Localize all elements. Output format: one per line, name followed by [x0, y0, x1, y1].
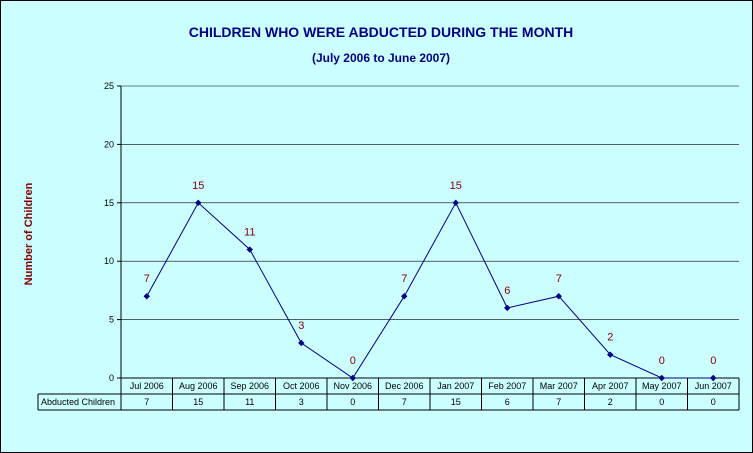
table-value: 7 — [556, 397, 561, 407]
chart-subtitle: (July 2006 to June 2007) — [312, 51, 450, 65]
x-tick-label: Apr 2007 — [592, 381, 629, 391]
data-point — [298, 339, 305, 347]
x-tick-label: Aug 2006 — [179, 381, 218, 391]
series-abducted-children — [143, 199, 717, 382]
data-point — [349, 374, 356, 382]
data-point — [143, 293, 150, 300]
x-tick-label: Sep 2006 — [230, 381, 269, 391]
data-label: 7 — [401, 273, 407, 285]
data-label: 6 — [504, 285, 510, 297]
data-point — [246, 246, 253, 253]
data-point — [658, 374, 665, 382]
grid-lines — [121, 85, 739, 320]
data-point — [452, 199, 459, 206]
y-tick-label: 5 — [109, 315, 114, 325]
y-tick-label: 10 — [104, 256, 114, 266]
table-value: 0 — [711, 397, 716, 407]
axes — [117, 85, 739, 379]
table-value: 3 — [299, 397, 304, 407]
data-label: 7 — [144, 273, 150, 285]
table-value: 6 — [505, 397, 510, 407]
x-tick-label: May 2007 — [642, 381, 682, 391]
data-label: 2 — [607, 332, 613, 344]
table-value: 0 — [659, 397, 664, 407]
data-label: 15 — [192, 180, 204, 192]
table-value: 7 — [144, 397, 149, 407]
data-label: 3 — [298, 320, 304, 332]
x-tick-label: Jun 2007 — [695, 381, 732, 391]
y-tick-label: 20 — [104, 139, 114, 149]
y-tick-label: 25 — [104, 81, 114, 91]
table-value: 15 — [193, 397, 203, 407]
table-value: 2 — [608, 397, 613, 407]
series-line — [146, 201, 714, 379]
data-label: 7 — [556, 273, 562, 285]
data-point — [555, 293, 562, 300]
data-label: 0 — [350, 355, 356, 367]
x-tick-label: Nov 2006 — [333, 381, 372, 391]
x-tick-label: Dec 2006 — [385, 381, 424, 391]
y-axis-label: Number of Children — [23, 182, 35, 285]
x-tick-label: Jan 2007 — [437, 381, 474, 391]
x-tick-label: Jul 2006 — [130, 381, 164, 391]
data-table: Jul 2006 7 Aug 2006 15 Sep 2006 11 Oct 2006 3 No… — [37, 378, 740, 411]
data-label: 15 — [450, 180, 462, 192]
data-point — [710, 374, 717, 382]
table-value: 7 — [402, 397, 407, 407]
y-tick-label: 0 — [109, 373, 114, 383]
data-labels: 7 15 11 3 0 7 15 6 7 2 0 0 — [144, 180, 717, 367]
data-label: 11 — [244, 227, 255, 239]
table-value: 15 — [451, 397, 461, 407]
table-value: 0 — [350, 397, 355, 407]
data-point — [504, 304, 511, 312]
data-point — [607, 351, 614, 358]
chart-title: CHILDREN WHO WERE ABDUCTED DURING THE MO… — [189, 24, 573, 40]
data-point — [195, 199, 202, 206]
x-tick-label: Feb 2007 — [488, 381, 526, 391]
data-point — [401, 293, 408, 300]
x-tick-label: Mar 2007 — [540, 381, 578, 391]
y-tick-labels: 0 5 10 15 20 25 — [104, 81, 114, 383]
data-label: 0 — [659, 355, 665, 367]
table-series-name: Abducted Children — [41, 397, 115, 407]
data-label: 0 — [710, 355, 716, 367]
table-value: 11 — [245, 397, 254, 407]
x-tick-label: Oct 2006 — [283, 381, 320, 391]
y-tick-label: 15 — [104, 198, 114, 208]
